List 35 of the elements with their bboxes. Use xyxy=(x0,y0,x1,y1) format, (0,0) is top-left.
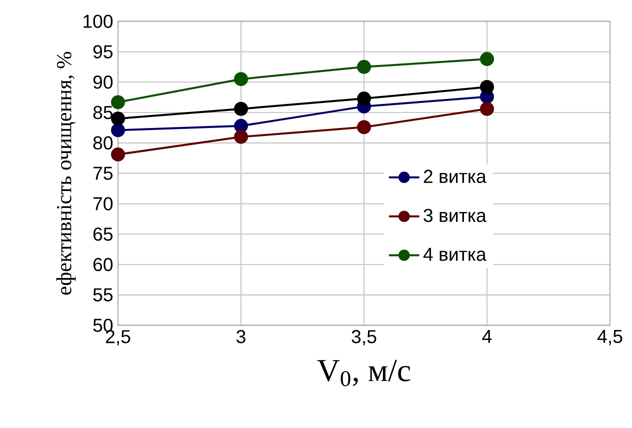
point xyxy=(234,102,248,116)
y-tick-label: 90 xyxy=(93,76,113,89)
y-tick-label: 80 xyxy=(93,136,113,150)
x-tick-label: 4,5 xyxy=(597,330,622,346)
point xyxy=(111,147,126,162)
y-tick-label: 75 xyxy=(93,166,113,180)
point xyxy=(357,120,371,134)
point xyxy=(234,118,248,133)
y-tick-label: 55 xyxy=(93,288,113,302)
point xyxy=(357,60,371,74)
x-tick-label: 3,5 xyxy=(352,330,376,346)
point xyxy=(234,72,248,86)
legend-label: 4 витка xyxy=(423,248,486,261)
x-tick-label: 2,5 xyxy=(106,330,130,346)
y-tick-label: 95 xyxy=(93,45,113,58)
point xyxy=(111,112,126,126)
point xyxy=(357,92,371,106)
point xyxy=(480,102,494,116)
legend-label: 3 витка xyxy=(424,208,486,222)
point xyxy=(480,80,494,94)
y-tick-label: 65 xyxy=(93,228,113,241)
x-tick-label: 4 xyxy=(482,330,492,343)
point xyxy=(111,95,126,110)
x-axis-title: V$_{0}$, м/с xyxy=(317,360,410,386)
x-tick-label: 3 xyxy=(236,330,246,344)
point xyxy=(480,52,494,66)
y-axis-title: ефективність очищення, % xyxy=(56,52,76,295)
y-tick-label: 85 xyxy=(93,106,113,120)
point xyxy=(234,130,248,144)
legend-label: 2 витка xyxy=(424,170,486,184)
y-tick-label: 50 xyxy=(93,318,113,332)
point xyxy=(111,123,126,138)
y-tick-label: 100 xyxy=(84,14,113,28)
y-tick-label: 60 xyxy=(93,258,113,272)
y-tick-label: 70 xyxy=(93,197,113,210)
